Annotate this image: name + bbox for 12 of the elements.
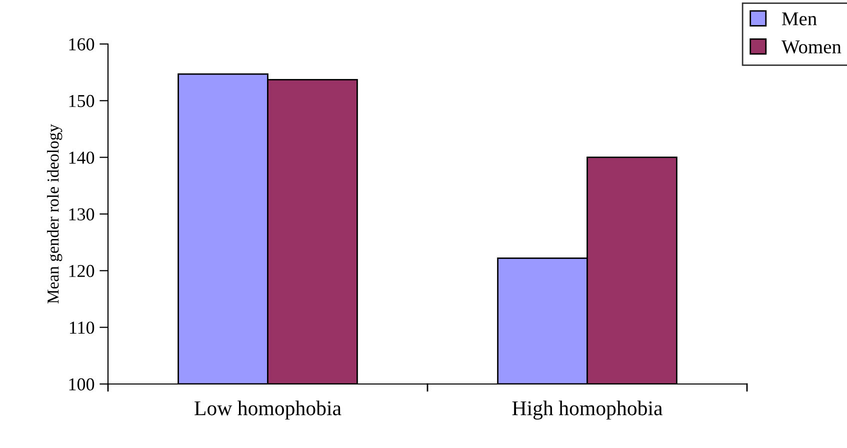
y-axis-title: Mean gender role ideology: [47, 124, 62, 304]
y-tick-label: 140: [69, 152, 94, 164]
x-tick-label: Low homophobia: [194, 400, 342, 420]
legend-label: Women: [781, 40, 842, 54]
y-tick-label: 110: [70, 322, 94, 334]
y-tick-label: 100: [69, 378, 94, 390]
legend-label: Men: [782, 12, 817, 26]
y-tick-label: 160: [69, 38, 94, 50]
y-tick-label: 120: [69, 264, 94, 278]
y-tick-label: 130: [69, 208, 94, 220]
x-tick-label: High homophobia: [512, 400, 662, 420]
y-tick-label: 150: [69, 94, 94, 108]
